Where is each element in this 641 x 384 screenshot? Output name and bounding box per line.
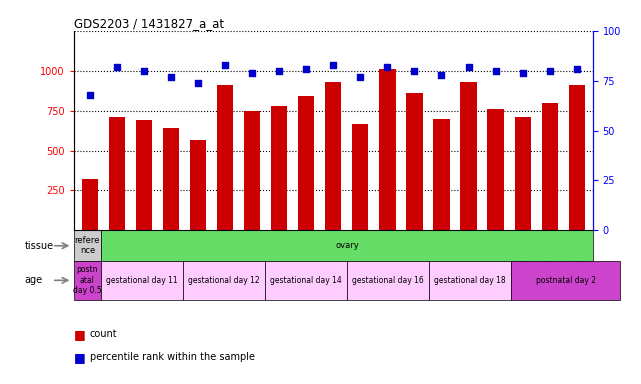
Point [382,64,392,70]
Bar [265,261,347,300]
Point [139,68,149,74]
Text: refere
nce: refere nce [74,236,100,255]
Bar [406,93,422,230]
Point [301,66,312,72]
Bar [433,119,449,230]
Bar [74,230,101,261]
Text: postnatal day 2: postnatal day 2 [536,276,595,285]
Text: gestational day 18: gestational day 18 [434,276,506,285]
Bar [190,140,206,230]
Text: postn
atal
day 0.5: postn atal day 0.5 [73,265,102,295]
Text: tissue: tissue [24,241,54,251]
Text: percentile rank within the sample: percentile rank within the sample [90,352,254,362]
Point [410,68,420,74]
Text: GDS2203 / 1431827_a_at: GDS2203 / 1431827_a_at [74,17,224,30]
Bar [569,85,585,230]
Point [572,66,582,72]
Bar [74,261,101,300]
Bar [244,111,260,230]
Bar [429,261,511,300]
Bar [347,261,429,300]
Bar [298,96,314,230]
Bar [82,179,98,230]
Point [274,68,285,74]
Point [437,71,447,78]
Point [193,79,203,86]
Text: ■: ■ [74,351,85,364]
Bar [511,261,620,300]
Bar [325,82,342,230]
Text: ■: ■ [74,328,85,341]
Text: gestational day 11: gestational day 11 [106,276,178,285]
Bar [101,261,183,300]
Bar [542,103,558,230]
Text: gestational day 14: gestational day 14 [270,276,342,285]
Bar [379,69,395,230]
Bar [487,109,504,230]
Bar [460,82,477,230]
Bar [271,106,287,230]
Text: ovary: ovary [335,241,359,250]
Text: count: count [90,329,117,339]
Point [220,61,230,68]
Bar [183,261,265,300]
Point [545,68,555,74]
Point [328,61,338,68]
Point [166,74,176,80]
Text: gestational day 12: gestational day 12 [188,276,260,285]
Text: gestational day 16: gestational day 16 [352,276,424,285]
Point [463,64,474,70]
Bar [515,117,531,230]
Bar [353,124,369,230]
Point [85,91,95,98]
Point [517,70,528,76]
Bar [109,117,125,230]
Bar [163,128,179,230]
Point [490,68,501,74]
Point [247,70,257,76]
Bar [136,120,152,230]
Bar [217,85,233,230]
Point [112,64,122,70]
Point [355,74,365,80]
Text: age: age [24,275,43,285]
